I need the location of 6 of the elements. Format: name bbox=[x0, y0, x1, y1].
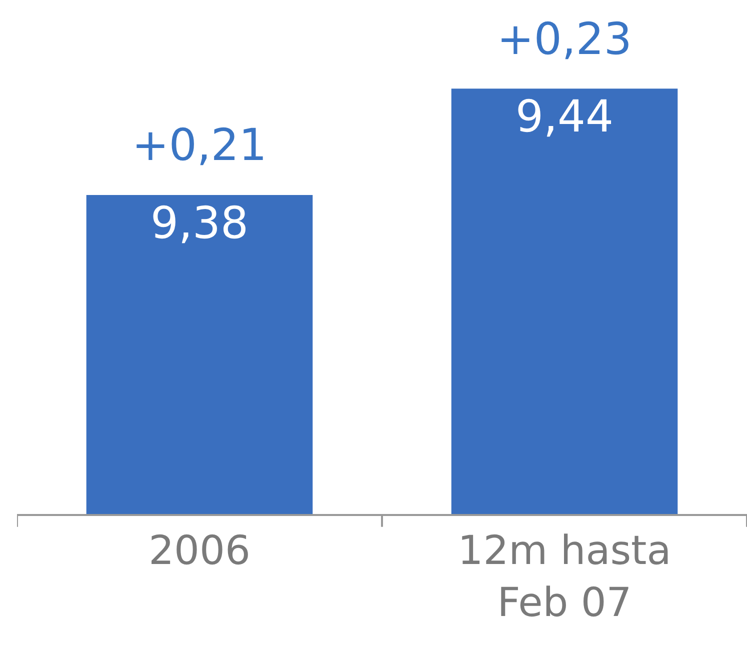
x-tick-label: 12m hasta Feb 07 bbox=[458, 528, 672, 626]
x-tick-label: 2006 bbox=[148, 528, 250, 574]
annotation: +0,23 bbox=[497, 14, 632, 65]
annotation: +0,21 bbox=[132, 120, 267, 171]
data-label: 9,44 bbox=[516, 92, 614, 143]
data-label: 9,38 bbox=[150, 198, 248, 249]
